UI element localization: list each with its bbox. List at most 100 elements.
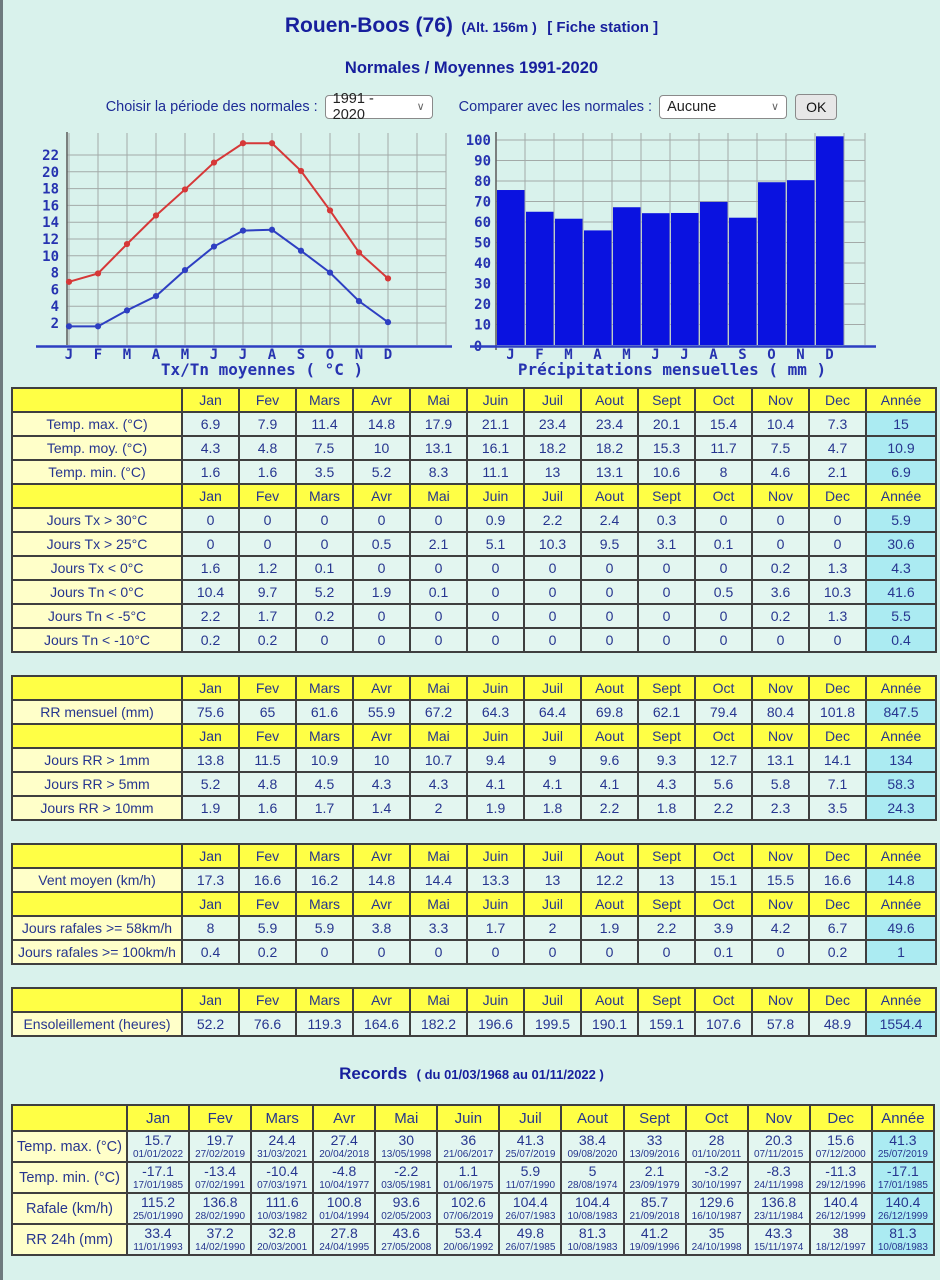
- month-header-cell: Oct: [694, 987, 753, 1013]
- month-value-cell: 5.2: [352, 459, 411, 485]
- month-value-cell: 0: [580, 579, 639, 605]
- month-header-cell: Sept: [637, 723, 696, 749]
- record-date: 19/09/1996: [629, 1242, 680, 1253]
- month-value-cell: 1.6: [238, 459, 297, 485]
- months-header-row: Jan Fev Mars Avr Mai Juin Juil Aout Sept Oct Nov De…: [11, 891, 937, 917]
- month-header-cell: Oct: [694, 891, 753, 917]
- month-value-cell: 4.6: [751, 459, 810, 485]
- month-value-cell: 48.9: [808, 1011, 867, 1037]
- month-value-cell: 11.4: [295, 411, 354, 437]
- period-select-label: Choisir la période des normales :: [105, 98, 318, 115]
- month-value-cell: 65: [238, 699, 297, 725]
- month-value-cell: 2.1: [409, 531, 468, 557]
- record-date: 17/01/1985: [877, 1180, 928, 1191]
- month-value-cell: 21.1: [466, 411, 525, 437]
- month-value-cell: 101.8: [808, 699, 867, 725]
- annual-value-cell: 30.6: [865, 531, 937, 557]
- month-header-cell: Dec: [808, 723, 867, 749]
- month-value-cell: 4.1: [523, 771, 582, 797]
- month-header-cell: Oct: [694, 483, 753, 509]
- record-cell: 41.3 25/07/2019: [498, 1130, 563, 1163]
- header-corner-cell: [11, 891, 183, 917]
- month-header-cell: Mai: [409, 387, 468, 413]
- month-header-cell: Juil: [523, 723, 582, 749]
- record-cell: -17.1 17/01/1985: [125, 1161, 191, 1194]
- record-value: 20.3: [765, 1132, 793, 1148]
- record-cell: -10.4 07/03/1971: [250, 1161, 315, 1194]
- record-cell: 33 13/09/2016: [622, 1130, 687, 1163]
- month-value-cell: 0: [637, 627, 696, 653]
- record-cell: 19.7 27/02/2019: [188, 1130, 253, 1163]
- month-header-cell: Oct: [694, 723, 753, 749]
- month-header-cell: Dec: [808, 483, 867, 509]
- record-value: 85.7: [640, 1194, 669, 1210]
- record-date: 07/12/2000: [815, 1149, 866, 1160]
- month-header-cell: Mai: [409, 891, 468, 917]
- month-header-cell: Fev: [238, 675, 297, 701]
- precipitation-bar-chart: 0102030405060708090100JFMAMJJASONDPrécip…: [466, 132, 876, 379]
- month-header-cell: Fev: [238, 987, 297, 1013]
- station-altitude: (Alt. 156m ): [461, 19, 537, 35]
- record-value: 43.6: [392, 1225, 420, 1241]
- month-value-cell: 0.2: [238, 939, 297, 965]
- fiche-station-link[interactable]: [ Fiche station ]: [547, 19, 659, 36]
- record-date: 26/12/1999: [877, 1211, 928, 1222]
- annual-value-cell: 58.3: [865, 771, 937, 797]
- month-header-cell: Jan: [181, 483, 240, 509]
- record-row: Temp. min. (°C) -17.1 17/01/1985 -13.4 07/02…: [11, 1161, 936, 1194]
- month-value-cell: 6.7: [808, 915, 867, 941]
- month-value-cell: 10.4: [181, 579, 240, 605]
- record-value: 15.6: [827, 1132, 855, 1148]
- ok-button[interactable]: OK: [795, 93, 838, 120]
- compare-select[interactable]: Aucune ∨: [659, 94, 788, 119]
- month-value-cell: 1.9: [352, 579, 411, 605]
- record-cell: -8.3 24/11/1998: [746, 1161, 811, 1194]
- month-header-cell: Sept: [637, 675, 696, 701]
- svg-text:J: J: [506, 347, 514, 363]
- month-value-cell: 17.9: [409, 411, 468, 437]
- header-corner-cell: [11, 675, 183, 701]
- month-value-cell: 11.7: [694, 435, 753, 461]
- record-date: 10/08/1983: [567, 1211, 618, 1222]
- record-cell: 5.9 11/07/1990: [498, 1161, 563, 1194]
- record-value: 36: [460, 1132, 477, 1148]
- month-header-cell: Mai: [409, 723, 468, 749]
- month-header-cell: Aout: [580, 987, 639, 1013]
- annual-value-cell: 41.6: [865, 579, 937, 605]
- record-date: 17/01/1985: [133, 1180, 184, 1191]
- row-label-cell: RR 24h (mm): [11, 1223, 128, 1256]
- month-value-cell: 0.2: [751, 555, 810, 581]
- record-date: 24/11/1998: [754, 1180, 804, 1191]
- record-cell: 15.7 01/01/2022: [125, 1130, 191, 1163]
- row-label-cell: Temp. min. (°C): [11, 1161, 128, 1194]
- month-value-cell: 5.8: [751, 771, 810, 797]
- header-corner-cell: [11, 483, 183, 509]
- record-date: 07/06/2019: [443, 1211, 494, 1222]
- month-header-cell: Fev: [238, 483, 297, 509]
- record-cell: 24.4 31/03/2021: [250, 1130, 315, 1163]
- record-date: 03/05/1981: [381, 1180, 432, 1191]
- period-select[interactable]: 1991 - 2020 ∨: [324, 91, 433, 123]
- month-value-cell: 0.1: [295, 555, 354, 581]
- record-cell: 20.3 07/11/2015: [746, 1130, 811, 1163]
- table-row: Jours rafales >= 58km/h 8 5.9 5.9 3.8 3.3 1.7 2…: [11, 915, 937, 941]
- month-header-cell: Avr: [352, 387, 411, 413]
- svg-text:22: 22: [42, 148, 59, 164]
- record-value: 104.4: [512, 1194, 548, 1210]
- annual-record-cell: 41.3 25/07/2019: [870, 1130, 936, 1163]
- month-value-cell: 1.2: [238, 555, 297, 581]
- record-date: 27/02/2019: [195, 1149, 246, 1160]
- record-cell: 2.1 23/09/1979: [622, 1161, 687, 1194]
- month-value-cell: 4.1: [580, 771, 639, 797]
- month-header-cell: Sept: [637, 483, 696, 509]
- record-value: 115.2: [141, 1194, 176, 1210]
- month-value-cell: 0: [352, 603, 411, 629]
- month-header-cell: Sept: [637, 891, 696, 917]
- record-cell: -2.2 03/05/1981: [374, 1161, 439, 1194]
- month-value-cell: 0.1: [409, 579, 468, 605]
- row-label-cell: Jours Tn < 0°C: [11, 579, 183, 605]
- record-row: Temp. max. (°C) 15.7 01/01/2022 19.7 27/02/2…: [11, 1130, 936, 1163]
- record-date: 30/10/1997: [691, 1180, 742, 1191]
- month-header-cell: Jan: [181, 987, 240, 1013]
- svg-text:A: A: [593, 347, 602, 363]
